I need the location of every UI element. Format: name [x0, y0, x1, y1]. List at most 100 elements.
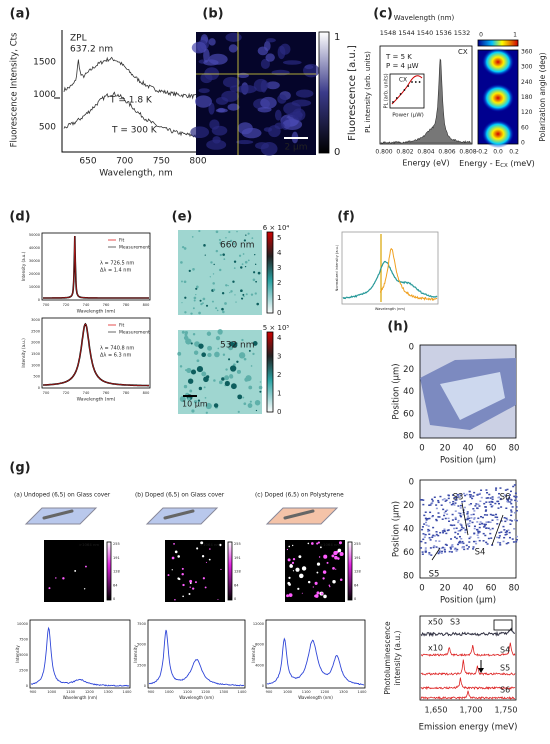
tick-label: 80 — [403, 572, 414, 582]
label: Energy (eV) — [402, 159, 449, 168]
pixel — [486, 491, 489, 494]
spot — [292, 544, 294, 547]
spot — [303, 63, 320, 78]
spot — [203, 48, 210, 63]
spot — [205, 304, 209, 307]
spot — [211, 300, 214, 303]
pixel — [508, 536, 511, 539]
tick-label: 180 — [521, 94, 533, 101]
spot — [291, 99, 312, 107]
tick-label: 240 — [521, 79, 533, 86]
spot — [181, 245, 185, 249]
spot — [254, 400, 261, 406]
pixel — [459, 512, 462, 515]
pixel — [435, 507, 438, 510]
tick-label: 0.806 — [438, 149, 455, 156]
pixel — [424, 547, 427, 549]
pixel — [468, 517, 471, 520]
frame — [41, 317, 151, 389]
pixel — [497, 500, 500, 503]
pixel — [505, 507, 508, 509]
spot — [312, 586, 314, 588]
pixel — [422, 499, 425, 501]
pixel — [509, 490, 512, 493]
label: (e) — [172, 210, 193, 225]
spot — [265, 53, 275, 62]
spot — [205, 411, 208, 414]
tick-label: 1100 — [66, 690, 75, 694]
spot — [217, 598, 219, 601]
pixel — [445, 499, 448, 501]
spot — [257, 271, 261, 275]
spot — [241, 297, 243, 299]
pixel — [449, 548, 452, 550]
spot — [222, 76, 240, 88]
tick-label: 0.0 — [493, 149, 503, 156]
pixel — [423, 536, 426, 538]
spot — [225, 32, 242, 42]
pixel — [473, 532, 476, 535]
spot — [289, 564, 293, 568]
glass-cover — [24, 507, 98, 525]
pixel — [471, 521, 474, 524]
pixel — [461, 501, 464, 503]
curve — [61, 30, 210, 153]
label: Wavelength (nm) — [77, 309, 116, 315]
pixel — [460, 524, 463, 526]
spot — [339, 551, 344, 557]
tick-label: 7500 — [19, 638, 28, 642]
tick-label: 50000 — [29, 233, 40, 237]
label: 5 × 10⁵ — [263, 324, 290, 332]
tick-label: 1300 — [219, 690, 228, 694]
pixel — [472, 546, 475, 548]
tick-label: 80 — [509, 444, 520, 454]
pixel — [460, 538, 463, 540]
tick-label: 5000 — [19, 653, 28, 657]
tick-label: 1200 — [320, 690, 329, 694]
spot — [260, 58, 270, 69]
pixel — [510, 514, 513, 517]
tick-label: 10000 — [29, 285, 40, 289]
pixel — [498, 535, 501, 537]
pixel — [448, 550, 451, 553]
spot — [241, 127, 262, 139]
pixel — [464, 494, 467, 497]
pixel — [424, 550, 427, 553]
spot — [218, 238, 221, 241]
pixel — [443, 528, 446, 531]
pixel — [428, 529, 431, 532]
pixel — [495, 487, 498, 489]
pixel — [485, 497, 488, 499]
pixel — [454, 510, 457, 512]
pixel — [515, 500, 518, 503]
label: Wavelength (nm) — [179, 695, 214, 700]
curve — [420, 627, 515, 638]
spot — [298, 555, 302, 559]
pixel — [483, 525, 486, 527]
pixel — [446, 513, 449, 516]
label: >1064 nm — [79, 542, 99, 547]
pixel — [460, 493, 463, 496]
pixel — [509, 501, 512, 503]
pixel — [440, 547, 443, 549]
curve — [431, 502, 504, 561]
tick-label: 1 — [277, 294, 281, 302]
spot — [237, 72, 249, 78]
pixel — [459, 493, 462, 496]
label: Wavelength (nm) — [63, 695, 98, 700]
pixel — [507, 529, 510, 531]
pixel — [474, 505, 477, 507]
spot — [62, 577, 65, 580]
pixel — [482, 540, 485, 542]
spot — [314, 581, 318, 585]
spot — [191, 41, 207, 54]
pixel — [444, 510, 447, 513]
pixel — [451, 519, 454, 521]
tick-label: 720 — [63, 391, 70, 395]
pixel — [438, 516, 441, 518]
pixel — [428, 552, 431, 554]
pixel — [477, 530, 480, 533]
pixel — [428, 504, 431, 506]
pixel — [454, 547, 457, 550]
pixel — [476, 521, 479, 523]
